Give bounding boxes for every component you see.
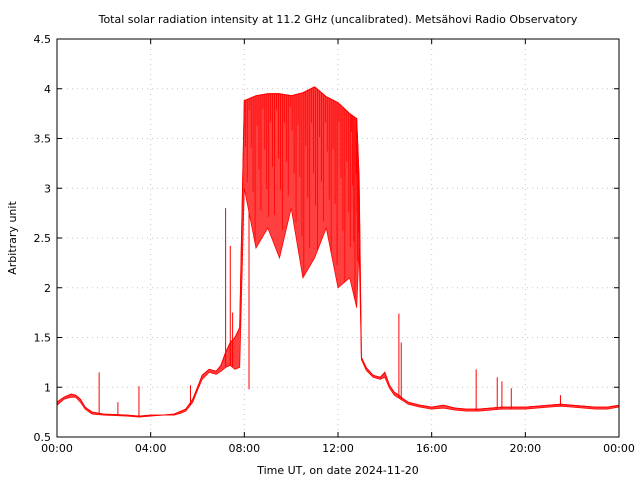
axis-ticks: 00:00 04:00 08:00 12:00 16:00 20:00 00:000.511… [34,33,635,455]
x-tick-label: 08:00 [228,442,260,455]
y-tick-label: 4 [44,83,51,96]
y-tick-label: 1.5 [34,332,52,345]
y-tick-label: 2 [44,282,51,295]
x-tick-label: 00:00 [41,442,73,455]
y-tick-label: 4.5 [34,33,52,46]
y-tick-label: 1 [44,381,51,394]
x-tick-label: 16:00 [416,442,448,455]
x-tick-label: 12:00 [322,442,354,455]
series-envelope [56,86,620,418]
x-tick-label: 00:00 [603,442,635,455]
y-tick-label: 3.5 [34,133,52,146]
chart-title: Total solar radiation intensity at 11.2 … [98,13,578,26]
y-axis-label: Arbitrary unit [6,201,19,275]
y-tick-label: 2.5 [34,232,52,245]
x-tick-label: 20:00 [509,442,541,455]
series-upper-trace [56,86,620,417]
series-line [56,86,620,418]
x-axis-label: Time UT, on date 2024-11-20 [256,464,419,477]
x-tick-label: 04:00 [135,442,167,455]
y-tick-label: 3 [44,182,51,195]
y-tick-label: 0.5 [34,431,52,444]
